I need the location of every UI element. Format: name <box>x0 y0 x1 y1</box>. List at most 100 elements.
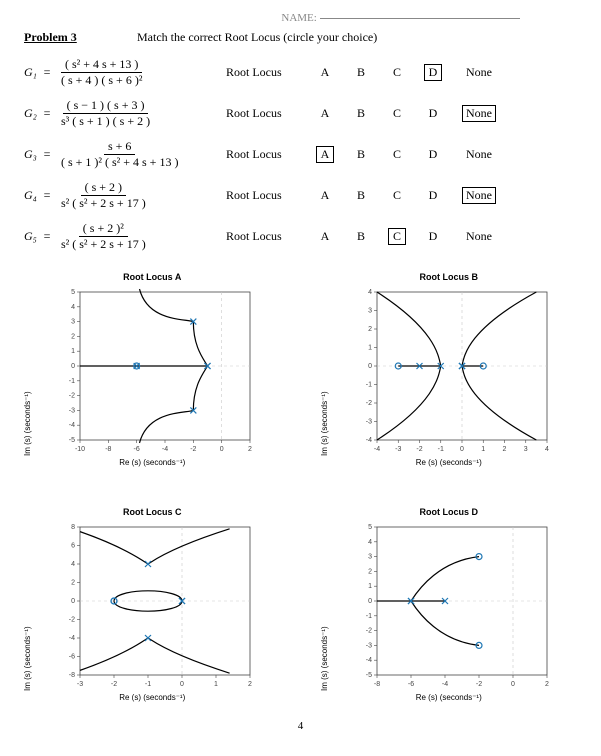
tf-row: G₂=( s − 1 ) ( s + 3 )s³ ( s + 1 ) ( s +… <box>24 98 577 129</box>
choice-none[interactable]: None <box>457 105 501 123</box>
choice-c[interactable]: C <box>385 188 409 203</box>
plot-b-xlabel: Re (s) (seconds⁻¹) <box>321 458 578 467</box>
svg-text:0: 0 <box>180 681 184 688</box>
svg-text:-5: -5 <box>69 437 75 444</box>
svg-text:-3: -3 <box>69 407 75 414</box>
plot-a-svg: -10-8-6-4-202-5-4-3-2-1012345 <box>56 286 256 456</box>
choice-c[interactable]: C <box>385 65 409 80</box>
svg-text:-2: -2 <box>476 681 482 688</box>
svg-text:-6: -6 <box>408 681 414 688</box>
numerator: s + 6 <box>104 139 135 155</box>
svg-text:2: 2 <box>71 333 75 340</box>
svg-text:-4: -4 <box>366 657 372 664</box>
tf-expression: G₃=s + 6( s + 1 )² ( s² + 4 s + 13 ) <box>24 139 214 170</box>
fraction: ( s + 2 )s² ( s² + 2 s + 17 ) <box>57 180 150 211</box>
choice-b[interactable]: B <box>349 147 373 162</box>
svg-text:1: 1 <box>71 348 75 355</box>
plot-d-ylabel: Im (s) (seconds⁻¹) <box>321 521 329 691</box>
tf-name: G₅ <box>24 229 37 244</box>
choice-c[interactable]: C <box>385 147 409 162</box>
svg-text:-1: -1 <box>366 613 372 620</box>
svg-text:-4: -4 <box>442 681 448 688</box>
choice-c[interactable]: C <box>385 106 409 121</box>
plot-d: Root Locus D Im (s) (seconds⁻¹) -8 -6 -4 -2… <box>321 507 578 702</box>
choice-d[interactable]: D <box>421 64 445 82</box>
tf-row: G₃=s + 6( s + 1 )² ( s² + 4 s + 13 )Root… <box>24 139 577 170</box>
choice-a[interactable]: A <box>313 65 337 80</box>
plot-d-title: Root Locus D <box>321 507 578 517</box>
svg-text:2: 2 <box>368 326 372 333</box>
svg-text:3: 3 <box>71 319 75 326</box>
choice-a[interactable]: A <box>313 188 337 203</box>
choice-none[interactable]: None <box>457 65 501 80</box>
svg-text:-8: -8 <box>105 446 111 453</box>
plot-c: Root Locus C Im (s) (seconds⁻¹) -3-2-101… <box>24 507 281 702</box>
choice-a[interactable]: A <box>313 229 337 244</box>
svg-text:-1: -1 <box>145 681 151 688</box>
problem-instructions: Match the correct Root Locus (circle you… <box>137 30 377 45</box>
choice-d[interactable]: D <box>421 229 445 244</box>
tf-name: G₁ <box>24 65 37 80</box>
svg-text:0: 0 <box>71 598 75 605</box>
tf-expression: G₁=( s² + 4 s + 13 )( s + 4 ) ( s + 6 )² <box>24 57 214 88</box>
problem-title: Problem 3 <box>24 30 134 45</box>
tf-name: G₂ <box>24 106 37 121</box>
plot-c-xlabel: Re (s) (seconds⁻¹) <box>24 693 281 702</box>
svg-text:-1: -1 <box>366 382 372 389</box>
fraction: s + 6( s + 1 )² ( s² + 4 s + 13 ) <box>57 139 183 170</box>
choice-none[interactable]: None <box>457 147 501 162</box>
svg-text:-4: -4 <box>374 446 380 453</box>
choice-b[interactable]: B <box>349 65 373 80</box>
name-underline <box>320 18 520 19</box>
numerator: ( s² + 4 s + 13 ) <box>61 57 142 73</box>
plot-d-xlabel: Re (s) (seconds⁻¹) <box>321 693 578 702</box>
choice-d[interactable]: D <box>421 147 445 162</box>
choice-none[interactable]: None <box>457 229 501 244</box>
denominator: s² ( s² + 2 s + 17 ) <box>57 237 150 252</box>
plot-c-title: Root Locus C <box>24 507 281 517</box>
equals-sign: = <box>43 229 51 244</box>
tf-row: G₄=( s + 2 )s² ( s² + 2 s + 17 )Root Loc… <box>24 180 577 211</box>
svg-text:-2: -2 <box>190 446 196 453</box>
choice-none[interactable]: None <box>457 187 501 205</box>
plot-grid: Root Locus A Im (s) (seconds⁻¹) -10-8-6-… <box>24 272 577 702</box>
svg-text:2: 2 <box>71 580 75 587</box>
svg-text:-2: -2 <box>69 617 75 624</box>
svg-text:-8: -8 <box>69 672 75 679</box>
svg-text:-2: -2 <box>366 400 372 407</box>
svg-text:-3: -3 <box>77 681 83 688</box>
svg-text:5: 5 <box>71 289 75 296</box>
tf-name: G₃ <box>24 147 37 162</box>
tf-row: G₁=( s² + 4 s + 13 )( s + 4 ) ( s + 6 )²… <box>24 57 577 88</box>
choice-d[interactable]: D <box>421 188 445 203</box>
choice-a[interactable]: A <box>313 146 337 164</box>
svg-text:2: 2 <box>248 446 252 453</box>
svg-text:0: 0 <box>368 598 372 605</box>
choice-c[interactable]: C <box>385 228 409 246</box>
svg-text:2: 2 <box>368 568 372 575</box>
svg-text:1: 1 <box>481 446 485 453</box>
fraction: ( s − 1 ) ( s + 3 )s³ ( s + 1 ) ( s + 2 … <box>57 98 154 129</box>
tf-expression: G₅ = ( s + 2 )²s² ( s² + 2 s + 17 ) <box>24 221 214 252</box>
svg-text:-2: -2 <box>69 393 75 400</box>
svg-text:6: 6 <box>71 543 75 550</box>
row-label: Root Locus <box>226 106 301 121</box>
choice-b[interactable]: B <box>349 229 373 244</box>
svg-text:-2: -2 <box>416 446 422 453</box>
svg-text:-8: -8 <box>374 681 380 688</box>
choice-a[interactable]: A <box>313 106 337 121</box>
svg-text:5: 5 <box>368 524 372 531</box>
plot-a: Root Locus A Im (s) (seconds⁻¹) -10-8-6-… <box>24 272 281 467</box>
svg-text:0: 0 <box>511 681 515 688</box>
tf-row: G₅=( s + 2 )²s² ( s² + 2 s + 17 )Root Lo… <box>24 221 577 252</box>
denominator: s² ( s² + 2 s + 17 ) <box>57 196 150 211</box>
equals-sign: = <box>43 188 51 203</box>
svg-text:-6: -6 <box>134 446 140 453</box>
choice-b[interactable]: B <box>349 188 373 203</box>
tf-expression: G₂=( s − 1 ) ( s + 3 )s³ ( s + 1 ) ( s +… <box>24 98 214 129</box>
choice-b[interactable]: B <box>349 106 373 121</box>
svg-text:-3: -3 <box>395 446 401 453</box>
svg-text:4: 4 <box>545 446 549 453</box>
numerator: ( s + 2 )² <box>79 221 128 237</box>
choice-d[interactable]: D <box>421 106 445 121</box>
